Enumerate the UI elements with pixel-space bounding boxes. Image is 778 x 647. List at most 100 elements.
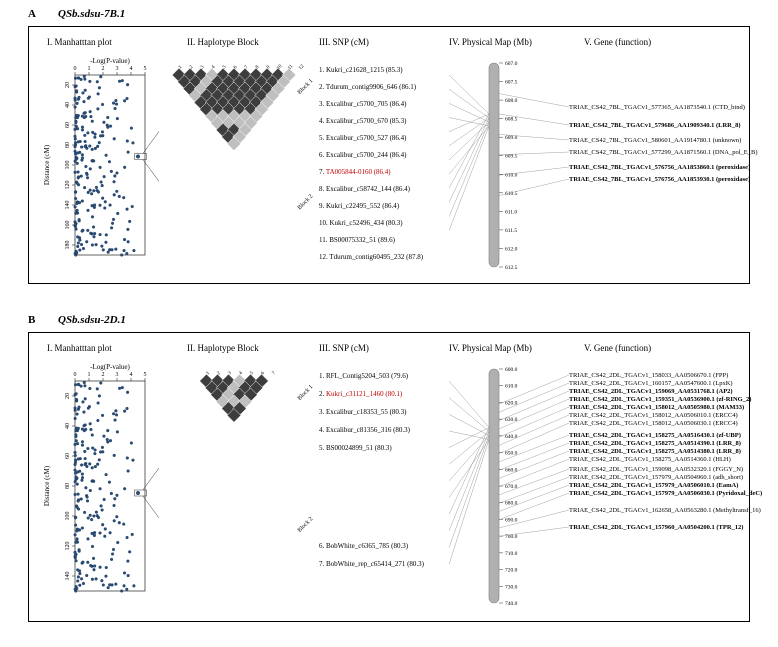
panel-b-title: QSb.sdsu-2D.1	[58, 314, 126, 326]
gene-item: TRIAE_CS42_7BL_TGACv1_576756_AA1853860.1…	[569, 165, 750, 172]
colA-3: III. SNP (cM)	[319, 37, 369, 47]
svg-text:-Log(P-value): -Log(P-value)	[90, 57, 130, 65]
svg-text:60: 60	[65, 122, 71, 128]
snp-item: 7. TA005844-0160 (86.4)	[319, 169, 423, 176]
snp-item: 10. Kukri_c52496_434 (80.3)	[319, 220, 423, 227]
svg-text:680.0: 680.0	[505, 501, 518, 507]
haplotype-a: 123456789101112Block 1Block 2	[159, 59, 319, 271]
snp-item: 11. BS00075332_51 (89.6)	[319, 237, 423, 244]
svg-text:720.0: 720.0	[505, 568, 518, 574]
svg-text:140: 140	[65, 201, 71, 210]
svg-text:0: 0	[74, 372, 77, 378]
svg-text:640.0: 640.0	[505, 434, 518, 440]
svg-text:180: 180	[65, 241, 71, 250]
svg-text:20: 20	[65, 82, 71, 88]
svg-text:607.5: 607.5	[505, 80, 518, 86]
snp-item: 7. BobWhite_rep_c65414_271 (80.3)	[319, 561, 424, 568]
panel-b-label: B	[28, 314, 35, 326]
gene-item: TRIAE_CS42_2DL_TGACv1_157979_AA0504960.1…	[569, 475, 743, 482]
snp-item: 8. Excalibur_c58742_144 (86.4)	[319, 186, 423, 193]
svg-text:12: 12	[298, 64, 305, 71]
colB-3: III. SNP (cM)	[319, 343, 369, 353]
snp-item: 2. Kukri_c31121_1460 (80.1)	[319, 391, 410, 398]
manhattan-a: 012345-Log(P-value)204060801001201401601…	[39, 55, 159, 275]
svg-text:710.0: 710.0	[505, 551, 518, 557]
svg-text:7: 7	[272, 371, 278, 377]
snp-item: 3. Excalibur_c5700_705 (86.4)	[319, 101, 423, 108]
svg-text:160: 160	[65, 221, 71, 230]
svg-text:Block 1: Block 1	[297, 78, 315, 96]
gene-item: TRIAE_CS42_7BL_TGACv1_579686_AA1909340.1…	[569, 123, 741, 130]
svg-text:120: 120	[65, 181, 71, 190]
manhattan-b: 012345-Log(P-value)20406080100120140Dist…	[39, 361, 159, 611]
snp-item: 5. BS00024899_51 (80.3)	[319, 445, 410, 452]
gene-item: TRIAE_CS42_2DL_TGACv1_157979_AA0506030.1…	[569, 491, 762, 498]
gene-item: TRIAE_CS42_2DL_TGACv1_157979_AA0506010.1…	[569, 483, 738, 490]
gene-item: TRIAE_CS42_2DL_TGACv1_158012_AA0506010.1…	[569, 413, 738, 420]
svg-text:40: 40	[65, 102, 71, 108]
colB-5: V. Gene (function)	[584, 343, 651, 353]
colA-1: I. Manhatttan plot	[47, 37, 112, 47]
svg-text:Distance (cM): Distance (cM)	[43, 465, 51, 506]
snp-item: 12. Tdurum_contig60495_232 (87.8)	[319, 254, 423, 261]
snp-list-b-bot: 6. BobWhite_c6365_785 (80.3) 7. BobWhite_…	[319, 543, 424, 579]
snp-item: 3. Excalibur_c18353_55 (80.3)	[319, 409, 410, 416]
svg-text:3: 3	[116, 66, 119, 72]
svg-text:608.0: 608.0	[505, 98, 518, 104]
svg-text:60: 60	[65, 453, 71, 459]
gene-item: TRIAE_CS42_2DL_TGACv1_160157_AA0547600.1…	[569, 381, 733, 388]
svg-text:660.0: 660.0	[505, 467, 518, 473]
svg-text:Distance (cM): Distance (cM)	[43, 144, 51, 185]
gene-item: TRIAE_CS42_2DL_TGACv1_159098_AA0532320.1…	[569, 467, 743, 474]
gene-item: TRIAE_CS42_2DL_TGACv1_158275_AA0516430.1…	[569, 433, 741, 440]
svg-text:730.0: 730.0	[505, 584, 518, 590]
panel-a-title: QSb.sdsu-7B.1	[58, 8, 125, 20]
svg-text:100: 100	[65, 161, 71, 170]
svg-text:140: 140	[65, 572, 71, 581]
svg-text:20: 20	[65, 393, 71, 399]
svg-text:5: 5	[144, 66, 147, 72]
svg-text:Block 1: Block 1	[297, 384, 315, 402]
gene-item: TRIAE_CS42_7BL_TGACv1_576756_AA1853930.1…	[569, 177, 750, 184]
physmap-b: 600.0610.0620.0630.0640.0650.0660.0670.0…	[449, 363, 569, 615]
colB-4: IV. Physical Map (Mb)	[449, 343, 532, 353]
svg-text:612.0: 612.0	[505, 246, 518, 252]
svg-text:2: 2	[102, 66, 105, 72]
svg-text:611.0: 611.0	[505, 209, 517, 215]
snp-item: 6. BobWhite_c6365_785 (80.3)	[319, 543, 424, 550]
svg-text:1: 1	[88, 372, 91, 378]
panel-a-label: A	[28, 8, 36, 20]
svg-text:3: 3	[116, 372, 119, 378]
svg-text:40: 40	[65, 423, 71, 429]
svg-text:610.0: 610.0	[505, 384, 518, 390]
svg-text:608.5: 608.5	[505, 117, 518, 123]
snp-item: 4. Excalibur_c81356_316 (80.3)	[319, 427, 410, 434]
snp-item: 4. Excalibur_c5700_670 (85.3)	[319, 118, 423, 125]
svg-text:80: 80	[65, 142, 71, 148]
gene-item: TRIAE_CS42_2DL_TGACv1_158012_AA0505980.1…	[569, 405, 744, 412]
gene-item: TRIAE_CS42_2DL_TGACv1_159351_AA0536900.1…	[569, 397, 751, 404]
gene-item: TRIAE_CS42_2DL_TGACv1_158012_AA0506030.1…	[569, 421, 738, 428]
svg-text:630.0: 630.0	[505, 417, 518, 423]
snp-item: 1. RFL_Contig5204_503 (79.6)	[319, 373, 410, 380]
svg-text:120: 120	[65, 542, 71, 551]
svg-text:612.5: 612.5	[505, 265, 518, 271]
snp-item: 6. Excalibur_c5700_244 (86.4)	[319, 152, 423, 159]
gene-item: TRIAE_CS42_2DL_TGACv1_159069_AA0531768.1…	[569, 389, 733, 396]
svg-text:4: 4	[130, 372, 133, 378]
snp-item: 2. Tdurum_contig9906_646 (86.1)	[319, 84, 423, 91]
svg-text:600.0: 600.0	[505, 367, 518, 373]
gene-item: TRIAE_CS42_2DL_TGACv1_158033_AA0506670.1…	[569, 373, 728, 380]
svg-text:611.5: 611.5	[505, 228, 517, 234]
gene-item: TRIAE_CS42_2DL_TGACv1_158275_AA0514390.1…	[569, 441, 741, 448]
colA-4: IV. Physical Map (Mb)	[449, 37, 532, 47]
svg-text:4: 4	[130, 66, 133, 72]
svg-text:0: 0	[74, 66, 77, 72]
colB-2: II. Haplotype Block	[187, 343, 259, 353]
snp-list-a: 1. Kukri_c21628_1215 (85.3) 2. Tdurum_con…	[319, 67, 423, 271]
svg-text:740.0: 740.0	[505, 601, 518, 607]
svg-text:Block 2: Block 2	[297, 194, 315, 212]
svg-text:5: 5	[144, 372, 147, 378]
panel-b-box: I. Manhatttan plot II. Haplotype Block I…	[28, 332, 750, 622]
snp-item: 1. Kukri_c21628_1215 (85.3)	[319, 67, 423, 74]
